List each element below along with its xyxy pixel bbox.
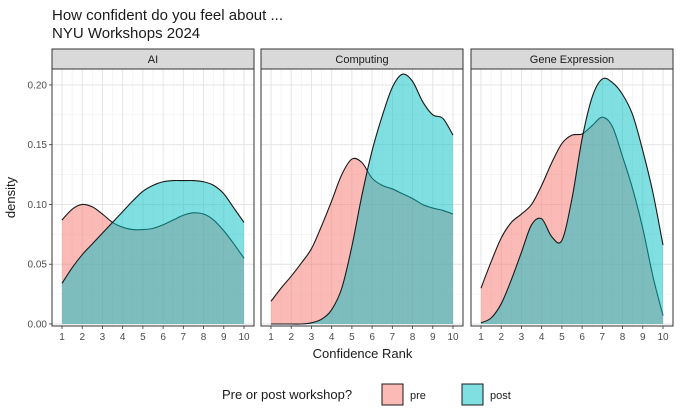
x-tick-label: 1 xyxy=(478,332,484,343)
legend: Pre or post workshop? pre post xyxy=(222,383,511,406)
chart-title: How confident do you feel about ...NYU W… xyxy=(52,7,283,42)
x-tick-label: 7 xyxy=(181,332,187,343)
density-line-post xyxy=(61,179,245,284)
x-tick-label: 3 xyxy=(100,332,106,343)
legend-swatch-post xyxy=(461,383,484,406)
x-tick-label: 4 xyxy=(120,332,126,343)
x-tick-label: 7 xyxy=(600,332,606,343)
facet-strip-label: Gene Expression xyxy=(530,54,614,66)
x-tick-label: 10 xyxy=(657,332,669,343)
x-tick-label: 10 xyxy=(447,332,459,343)
y-axis-title: density xyxy=(3,176,18,218)
x-tick-label: 3 xyxy=(309,332,315,343)
x-tick-label: 10 xyxy=(238,332,250,343)
legend-label-pre: pre xyxy=(410,390,426,402)
x-tick-label: 7 xyxy=(390,332,396,343)
facet-strip xyxy=(260,48,464,70)
x-tick-label: 5 xyxy=(349,332,355,343)
x-tick-label: 9 xyxy=(430,332,436,343)
facet-strip xyxy=(51,48,255,70)
x-tick-label: 4 xyxy=(329,332,335,343)
x-tick-label: 2 xyxy=(79,332,85,343)
facet-strip-label: AI xyxy=(148,54,158,66)
facet-strip xyxy=(470,48,674,70)
density-line-post xyxy=(271,73,454,325)
x-tick-label: 5 xyxy=(559,332,565,343)
x-tick-label: 2 xyxy=(288,332,294,343)
x-tick-label: 9 xyxy=(640,332,646,343)
x-tick-label: 1 xyxy=(59,332,65,343)
y-tick-label: 0.00 xyxy=(28,320,48,331)
density-line-post xyxy=(480,77,664,324)
legend-swatch-pre xyxy=(381,383,404,406)
legend-label-post: post xyxy=(490,390,511,402)
x-tick-label: 4 xyxy=(539,332,545,343)
x-tick-label: 8 xyxy=(620,332,626,343)
chart-title-line-2: NYU Workshops 2024 xyxy=(52,25,200,42)
x-tick-label: 3 xyxy=(519,332,525,343)
axes: Confidence Rank density 0.00 0.05 0.10 0.15… xyxy=(3,80,413,361)
facet-strip-label: Computing xyxy=(335,54,388,66)
x-tick-label: 8 xyxy=(201,332,207,343)
y-tick-label: 0.10 xyxy=(28,200,48,211)
density-area-post xyxy=(271,74,453,325)
x-tick-label: 6 xyxy=(579,332,585,343)
legend-title: Pre or post workshop? xyxy=(222,387,352,402)
x-tick-label: 2 xyxy=(498,332,504,343)
facet-panel-1: AI 1 2 3 4 5 6 7 8 9 10 xyxy=(51,48,255,343)
x-tick-label: 5 xyxy=(140,332,146,343)
x-tick-label: 8 xyxy=(410,332,416,343)
y-tick-label: 0.20 xyxy=(28,80,48,91)
chart-title-line-1: How confident do you feel about ... xyxy=(52,7,283,24)
x-axis-title: Confidence Rank xyxy=(313,346,413,361)
x-tick-label: 6 xyxy=(160,332,166,343)
facet-panel-2: Computing 1 2 3 4 5 6 7 8 9 10 xyxy=(260,48,464,343)
x-tick-label: 1 xyxy=(268,332,274,343)
x-tick-label: 6 xyxy=(369,332,375,343)
y-tick-label: 0.15 xyxy=(28,140,48,151)
facet-panel-3: Gene Expression 1 2 3 4 5 6 7 8 9 10 xyxy=(470,48,674,343)
y-tick-label: 0.05 xyxy=(28,260,48,271)
x-tick-label: 9 xyxy=(221,332,227,343)
density-area-post xyxy=(62,180,244,324)
